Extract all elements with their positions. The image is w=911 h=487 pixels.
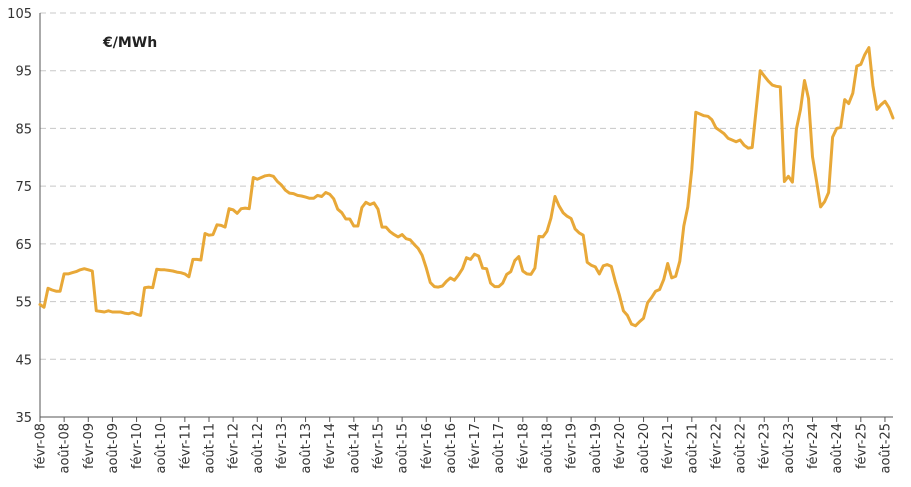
x-tick-label: févr-25 <box>854 423 869 469</box>
x-tick-label: août-11 <box>202 423 217 474</box>
x-tick-label: févr-15 <box>371 423 386 469</box>
axes <box>39 13 893 422</box>
x-tick-label: août-22 <box>734 423 749 474</box>
x-tick-label: août-08 <box>58 423 73 474</box>
x-tick-label: févr-19 <box>565 423 580 469</box>
y-tick-label: 45 <box>15 353 32 368</box>
series-line <box>38 46 895 328</box>
x-tick-label: août-12 <box>251 423 266 474</box>
x-tick-label: févr-12 <box>227 423 242 469</box>
x-tick-label: févr-18 <box>516 423 531 469</box>
y-tick-label: 95 <box>15 65 32 80</box>
x-tick-label: août-25 <box>878 423 893 474</box>
y-tick-labels: 35 45 55 65 75 85 95 105 <box>7 7 32 426</box>
x-tick-label: août-18 <box>540 423 555 474</box>
y-tick-label: 65 <box>15 238 32 253</box>
x-tick-label: août-24 <box>830 423 845 474</box>
unit-label: €/MWh <box>102 35 157 51</box>
x-tick-label: août-19 <box>589 423 604 474</box>
x-tick-label: août-13 <box>299 423 314 474</box>
x-tick-label: août-14 <box>347 423 362 474</box>
x-tick-label: août-15 <box>396 423 411 474</box>
x-tick-label: févr-17 <box>468 423 483 469</box>
x-tick-label: août-23 <box>782 423 797 474</box>
x-tick-label: févr-20 <box>613 423 628 469</box>
gridlines <box>40 12 893 360</box>
x-tick-label: févr-21 <box>661 423 676 469</box>
x-tick-label: févr-13 <box>275 423 290 469</box>
x-tick-label: févr-09 <box>82 423 97 469</box>
y-tick-label: 105 <box>7 7 32 22</box>
y-tick-label: 75 <box>15 180 32 195</box>
y-tick-label: 85 <box>15 122 32 137</box>
x-tick-label: févr-08 <box>34 423 49 469</box>
x-tick-label: févr-11 <box>178 423 193 469</box>
x-tick-label: févr-23 <box>758 423 773 469</box>
x-tick-label: août-17 <box>492 423 507 474</box>
x-tick-label: févr-24 <box>806 423 821 469</box>
x-tick-label: août-10 <box>154 423 169 474</box>
x-tick-label: févr-22 <box>709 423 724 469</box>
x-tick-labels: févr-08 août-08 févr-09 août-09 févr-10 août-… <box>34 423 894 474</box>
series-group <box>38 46 895 328</box>
y-tick-label: 55 <box>15 296 32 311</box>
x-tick-label: août-16 <box>444 423 459 474</box>
x-tick-label: août-21 <box>685 423 700 474</box>
x-tick-label: févr-10 <box>130 423 145 469</box>
x-tick-label: août-09 <box>106 423 121 474</box>
x-tick-label: févr-16 <box>420 423 435 469</box>
x-tick-label: févr-14 <box>323 423 338 469</box>
x-tick-label: août-20 <box>637 423 652 474</box>
y-tick-label: 35 <box>15 411 32 426</box>
